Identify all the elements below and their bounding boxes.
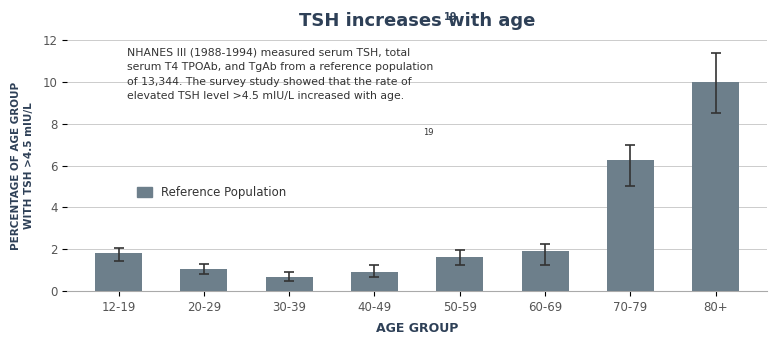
- Bar: [95, 253, 142, 291]
- Text: NHANES III (1988-1994) measured serum TSH, total
serum T4 TPOAb, and TgAb from a: NHANES III (1988-1994) measured serum TS…: [127, 48, 433, 101]
- Bar: [266, 277, 313, 291]
- Bar: [351, 272, 398, 291]
- Title: TSH increases with age: TSH increases with age: [299, 12, 535, 30]
- Text: 19: 19: [443, 12, 457, 22]
- X-axis label: AGE GROUP: AGE GROUP: [376, 322, 458, 335]
- Bar: [180, 269, 227, 291]
- Bar: [521, 251, 569, 291]
- Text: 19: 19: [422, 128, 433, 137]
- Bar: [607, 160, 654, 291]
- Bar: [436, 257, 483, 291]
- Bar: [692, 82, 739, 291]
- Legend: Reference Population: Reference Population: [133, 182, 291, 204]
- Y-axis label: PERCENTAGE OF AGE GROUP
WITH TSH >4.5 mIU/L: PERCENTAGE OF AGE GROUP WITH TSH >4.5 mI…: [11, 82, 34, 249]
